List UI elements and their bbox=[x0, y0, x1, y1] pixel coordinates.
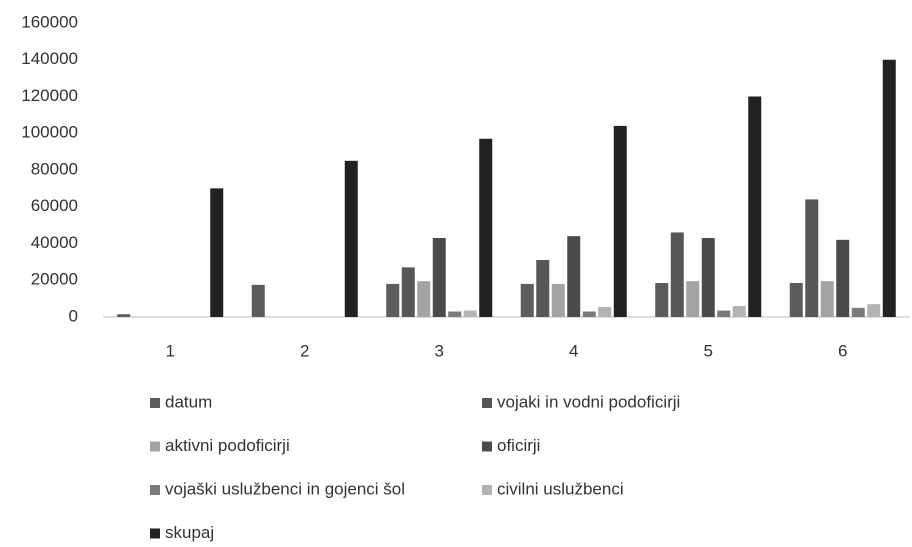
y-tick-label: 20000 bbox=[31, 270, 78, 289]
bar bbox=[598, 306, 612, 317]
legend-swatch bbox=[150, 398, 160, 408]
legend-swatch bbox=[482, 485, 492, 495]
bar bbox=[582, 311, 596, 317]
legend-label: civilni uslužbenci bbox=[497, 479, 624, 498]
bar bbox=[613, 125, 627, 318]
legend-swatch bbox=[150, 441, 160, 452]
bar bbox=[717, 310, 731, 317]
bar bbox=[851, 307, 865, 317]
legend-label: vojaki in vodni podoficirji bbox=[497, 392, 680, 411]
x-tick-label: 3 bbox=[435, 341, 444, 360]
x-tick-label: 4 bbox=[569, 341, 578, 360]
bar bbox=[386, 283, 400, 317]
bar bbox=[820, 281, 834, 317]
bar bbox=[551, 283, 565, 317]
legend-label: aktivni podoficirji bbox=[165, 436, 290, 455]
y-tick-label: 0 bbox=[69, 306, 78, 325]
bar bbox=[867, 304, 881, 317]
bar bbox=[732, 305, 746, 317]
bar bbox=[748, 96, 762, 317]
bar bbox=[567, 236, 581, 317]
bar bbox=[520, 283, 534, 317]
bar bbox=[805, 199, 819, 317]
y-tick-label: 140000 bbox=[21, 49, 78, 68]
bar bbox=[463, 310, 477, 317]
y-tick-label: 100000 bbox=[21, 123, 78, 142]
bar bbox=[117, 314, 131, 317]
bar bbox=[882, 59, 896, 317]
y-tick-label: 40000 bbox=[31, 233, 78, 252]
bar bbox=[448, 311, 462, 317]
bar bbox=[401, 267, 415, 317]
bar bbox=[836, 239, 850, 317]
bar bbox=[655, 283, 669, 317]
y-tick-label: 120000 bbox=[21, 86, 78, 105]
bar bbox=[701, 237, 715, 317]
legend-swatch bbox=[482, 398, 492, 408]
legend-label: skupaj bbox=[165, 523, 214, 542]
bar bbox=[686, 281, 700, 317]
x-tick-label: 1 bbox=[166, 341, 175, 360]
y-tick-label: 80000 bbox=[31, 159, 78, 178]
x-tick-label: 5 bbox=[704, 341, 713, 360]
bar bbox=[251, 284, 265, 317]
legend-swatch bbox=[150, 528, 160, 539]
bar bbox=[432, 237, 446, 317]
bar bbox=[479, 138, 493, 317]
bar bbox=[344, 160, 358, 317]
legend-label: oficirji bbox=[497, 436, 540, 455]
x-tick-label: 2 bbox=[300, 341, 309, 360]
bar bbox=[417, 281, 431, 317]
bar bbox=[789, 283, 803, 317]
bar bbox=[536, 260, 550, 317]
legend-swatch bbox=[482, 441, 492, 452]
legend-label: datum bbox=[165, 392, 212, 411]
legend-label: vojaški uslužbenci in gojenci šol bbox=[165, 479, 405, 498]
x-tick-label: 6 bbox=[838, 341, 847, 360]
y-tick-label: 160000 bbox=[21, 12, 78, 31]
bar bbox=[670, 232, 684, 317]
y-tick-label: 60000 bbox=[31, 196, 78, 215]
legend-swatch bbox=[150, 485, 160, 495]
bar bbox=[210, 188, 224, 317]
